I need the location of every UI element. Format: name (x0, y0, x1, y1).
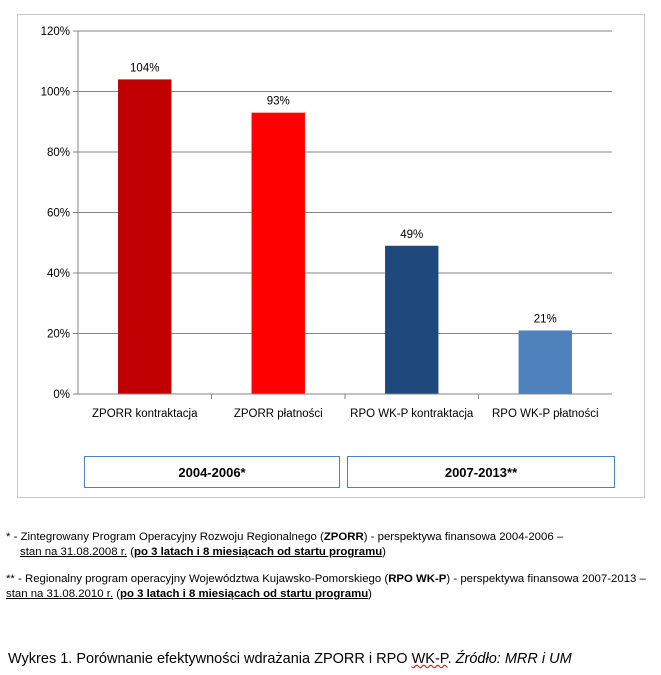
footnote-marker: * - (6, 531, 18, 543)
bar (385, 245, 439, 394)
y-axis-ticks: 0% 20% 40% 60% 80% 100% 120% (41, 26, 70, 401)
x-axis-labels: ZPORR kontraktacja ZPORR płatności RPO WK-… (92, 394, 599, 420)
footnote-bold: RPO WK-P (388, 573, 447, 585)
bar (251, 112, 305, 395)
data-label: 93% (267, 96, 290, 108)
footnote-bold: ZPORR (323, 531, 364, 543)
figure-caption: Wykres 1. Porównanie efektywności wdraża… (8, 651, 572, 667)
caption-source: Źródło: MRR i UM (455, 651, 572, 667)
y-tick-label: 100% (41, 87, 70, 99)
caption-text: Wykres 1. Porównanie efektywności wdraża… (8, 651, 412, 667)
y-tick-label: 80% (47, 147, 70, 159)
period-label-second: 2007-2013** (444, 464, 518, 480)
x-tick-label: ZPORR płatności (234, 408, 323, 420)
bar-chart: 0% 20% 40% 60% 80% 100% 120% 104% 93% 49% 21% ZPO… (41, 26, 612, 420)
y-tick-label: 40% (47, 268, 70, 280)
x-tick-label: RPO WK-P kontraktacja (350, 408, 474, 420)
y-tick-label: 120% (41, 26, 70, 38)
period-box-2004-2006: 2004-2006* (84, 456, 340, 488)
footnote-text: ( (127, 546, 135, 558)
period-label-first: 2004-2006* (178, 464, 246, 480)
footnote-text: Regionalny program operacyjny Województw… (21, 573, 389, 585)
footnote-text: ) (368, 588, 372, 600)
x-tick-label: ZPORR kontraktacja (92, 408, 198, 420)
caption-text: WK-P (411, 651, 448, 667)
footnote-zporr: * - Zintegrowany Program Operacyjny Rozw… (6, 530, 656, 560)
bars (118, 79, 572, 395)
x-tick-label: RPO WK-P płatności (492, 408, 599, 420)
y-tick-label: 0% (53, 389, 70, 401)
period-box-2007-2013: 2007-2013** (347, 456, 615, 488)
footnote-text: Zintegrowany Program Operacyjny Rozwoju … (17, 531, 324, 543)
y-tick-label: 20% (47, 329, 70, 341)
footnote-text: ) (382, 546, 386, 558)
bar (118, 79, 172, 395)
data-label: 49% (400, 229, 423, 241)
data-label: 21% (534, 313, 557, 325)
data-labels: 104% 93% 49% 21% (130, 62, 557, 325)
bar (518, 330, 572, 394)
footnote-date: stan na 31.08.2010 r. (6, 588, 114, 600)
footnote-text: ( (113, 588, 121, 600)
footnote-text: ) - perspektywa finansowa 2004-2006 – (363, 531, 564, 543)
data-label: 104% (130, 62, 159, 74)
footnote-text: ) - perspektywa finansowa 2007-2013 – (446, 573, 646, 585)
caption-text: . (447, 651, 456, 667)
y-tick-label: 60% (47, 208, 70, 220)
footnote-date: stan na 31.08.2008 r. (20, 546, 128, 558)
footnote-rpo: ** - Regionalny program operacyjny Wojew… (6, 572, 656, 602)
footnote-bold: po 3 latach i 8 miesiącach od startu pro… (134, 546, 383, 558)
footnote-marker: ** - (6, 573, 22, 585)
footnote-bold: po 3 latach i 8 miesiącach od startu pro… (120, 588, 369, 600)
